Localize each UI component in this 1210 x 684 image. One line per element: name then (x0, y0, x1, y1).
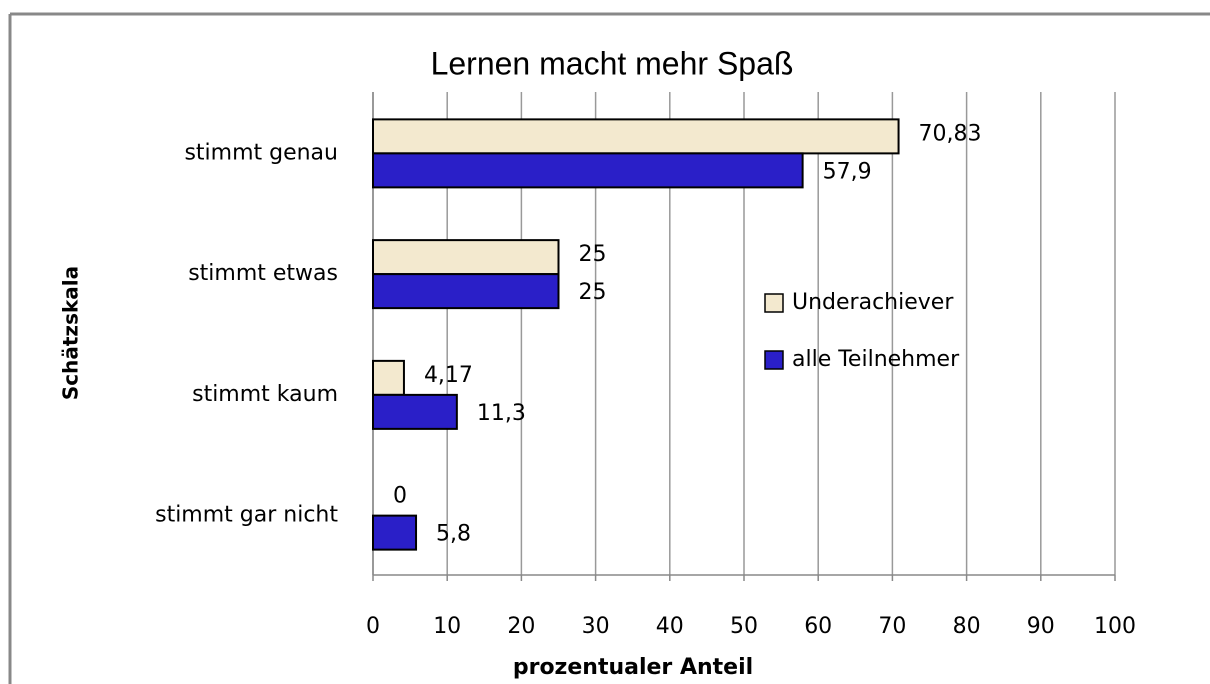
y-tick-label: stimmt kaum (192, 382, 338, 407)
y-tick-label: stimmt etwas (188, 261, 338, 286)
x-tick-label: 80 (953, 614, 981, 639)
bar (372, 393, 458, 430)
legend-swatch (764, 350, 784, 370)
x-tick-label: 100 (1094, 614, 1136, 639)
bar (372, 514, 418, 551)
value-label: 5,8 (436, 522, 471, 547)
x-tick-label: 40 (656, 614, 684, 639)
bar (372, 239, 560, 276)
value-label: 4,17 (424, 363, 473, 388)
chart-title: Lernen macht mehr Spaß (431, 45, 794, 81)
value-label: 11,3 (477, 401, 526, 426)
x-tick-label: 0 (366, 614, 380, 639)
value-label: 25 (579, 280, 607, 305)
x-tick-label: 10 (433, 614, 461, 639)
value-label: 57,9 (823, 159, 872, 184)
x-tick-label: 70 (878, 614, 906, 639)
y-axis-label: Schätzskala (59, 266, 83, 400)
bar (372, 152, 804, 189)
legend-swatch (764, 293, 784, 313)
x-tick-label: 50 (730, 614, 758, 639)
legend-label: alle Teilnehmer (792, 347, 960, 372)
legend-label: Underachiever (792, 290, 954, 315)
bar (372, 359, 405, 396)
x-axis-label: prozentualer Anteil (513, 655, 753, 680)
x-tick-label: 60 (804, 614, 832, 639)
bar (372, 273, 560, 310)
y-tick-label: stimmt gar nicht (155, 503, 338, 528)
x-tick-label: 20 (507, 614, 535, 639)
value-label: 25 (579, 242, 607, 267)
x-tick-label: 30 (582, 614, 610, 639)
value-label: 0 (393, 484, 407, 509)
y-tick-label: stimmt genau (184, 140, 338, 165)
value-label: 70,83 (919, 121, 982, 146)
bar (372, 118, 900, 155)
x-tick-label: 90 (1027, 614, 1055, 639)
